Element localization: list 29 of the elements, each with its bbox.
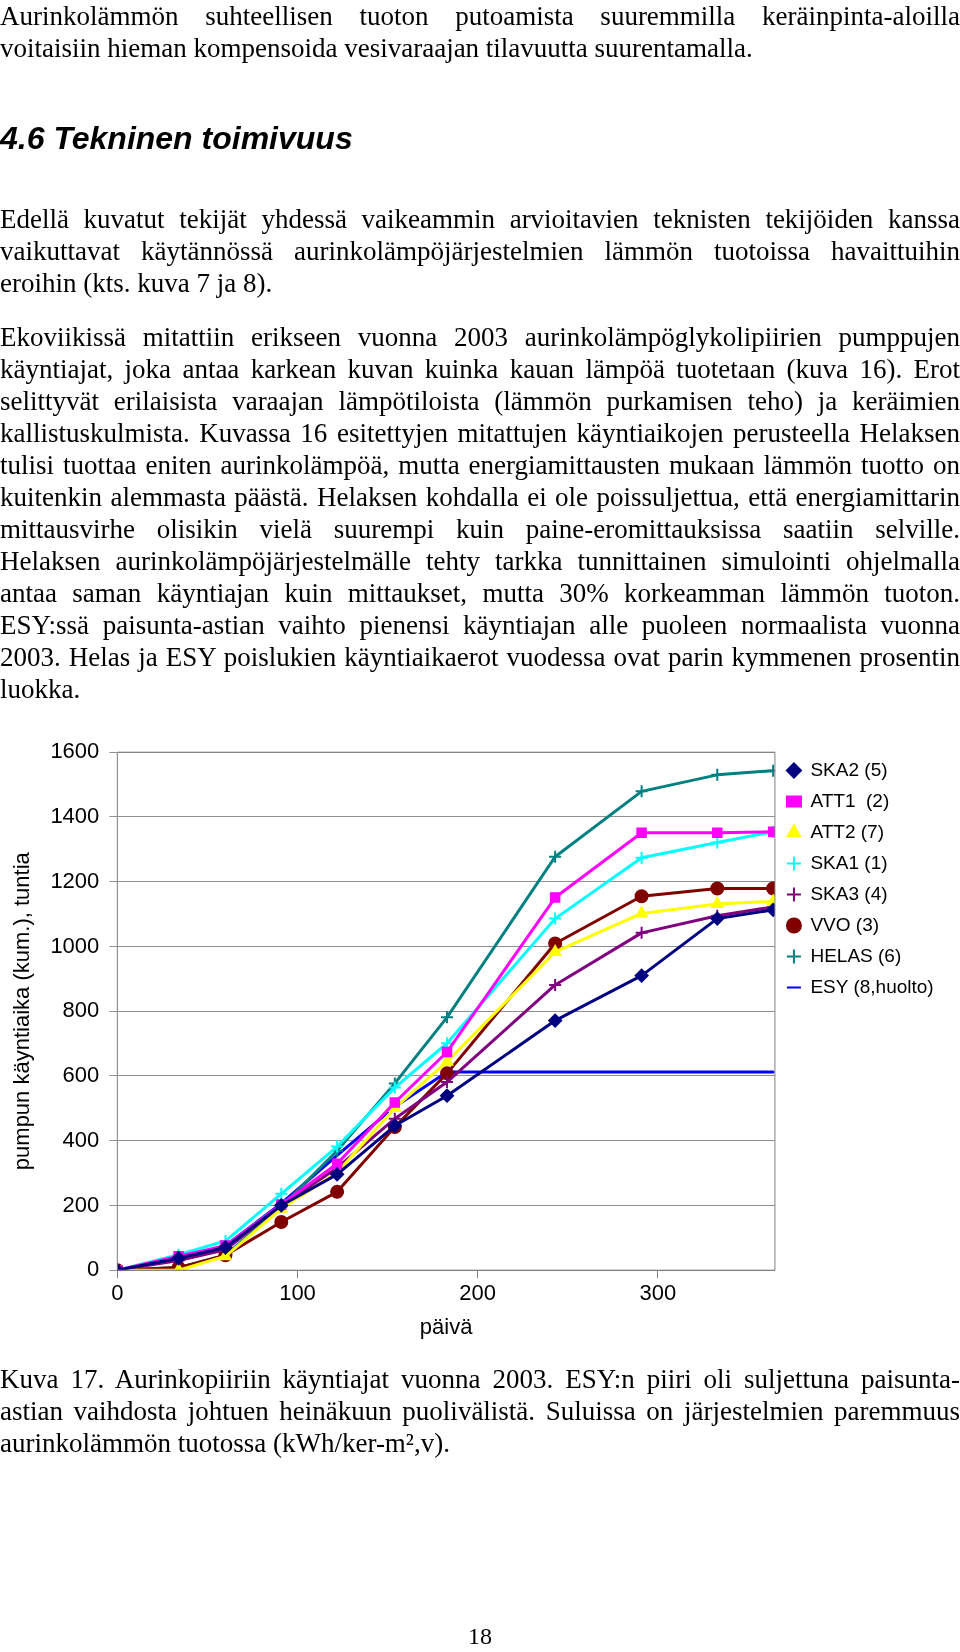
legend-label: ATT1 (2) [810, 789, 890, 811]
y-tick-label: 1000 [50, 932, 100, 958]
y-tick-label: 1200 [50, 867, 100, 893]
y-tick-label: 800 [62, 997, 100, 1023]
x-tick-label: 300 [639, 1280, 677, 1306]
legend-label: SKA1 (1) [810, 851, 888, 873]
legend-label: ATT2 (7) [810, 820, 884, 842]
x-axis-title: päivä [419, 1313, 474, 1339]
y-tick-label: 200 [62, 1191, 100, 1217]
text: 18 [467, 1622, 493, 1651]
legend-label: HELAS (6) [810, 944, 902, 966]
legend-label: VVO (3) [810, 913, 880, 935]
legend-label: ESY (8,huolto) [810, 975, 934, 997]
y-axis-title: pumpun käyntiaika (kum.), tuntia [9, 851, 35, 1171]
text: Ekoviikissä mitattiin erikseen vuonna 2003 aurinkolämpöglykolipiirien pumppujen käyntiajat, joka antaa karkean kuvan kuinka kauan lämpöä tuotetaan (kuva 16). Erot selittyvät erilaisista varaajan lämpötiloista (lämmön purkamisen teho) ja keräimien kallistuskulmista. Kuvassa 16 esitettyjen mitattujen käyntiaikojen perusteella Helaksen tulisi tuottaa eniten aurinkolämpöä, mutta energiamittausten mukaan lämmön tuotto on kuitenkin alemmasta päästä. Helaksen kohdalla ei ole poissuljettua, että energiamittarin mittausvirhe olisikin vielä suurempi kuin paine-eromittauksissa saatiin selville. Helaksen aurinkolämpöjärjestelmälle tehty tarkka tunnittainen simulointi ohjelmalla antaa saman käyntiajan kuin mittaukset, mutta 30% korkeamman lämmön tuoton. ESY:ssä paisunta-astian vaihto pienensi käyntiajan alle puoleen normaalista vuonna 2003. Helas ja ESY poislukien käyntiaikaerot vuodessa ovat parin kymmenen prosentin luokka. [0, 322, 960, 704]
x-tick-label: 0 [111, 1280, 124, 1306]
legend-label: SKA2 (5) [810, 758, 888, 780]
x-tick-label: 100 [279, 1280, 316, 1306]
x-tick-label: 200 [459, 1280, 497, 1306]
y-tick-label: 600 [62, 1062, 100, 1088]
chart-title: 4.6 Tekninen toimivuus [0, 120, 354, 157]
text: Aurinkolämmön suhteellisen tuoton putoamista suuremmilla keräinpinta-aloilla voitaisiin hieman kompensoida vesivaraajan tilavuutta suurentamalla. [0, 0, 960, 64]
y-tick-label: 1600 [50, 738, 100, 764]
y-tick-label: 400 [62, 1126, 100, 1152]
text: Kuva 17. Aurinkopiiriin käyntiajat vuonna 2003. ESY:n piiri oli suljettuna paisunta-astian vaihdosta johtuen heinäkuun puolivälistä. Suluissa on järjestelmien paremmuus aurinkolämmön tuotossa (kWh/ker-m²,v). [0, 1363, 960, 1459]
y-tick-label: 1400 [50, 803, 100, 829]
text: Edellä kuvatut tekijät yhdessä vaikeammin arvioitavien teknisten tekijöiden kanssa vaikuttavat käytännössä aurinkolämpöjärjestelmien lämmön tuotoissa havaittuihin eroihin (kts. kuva 7 ja 8). [0, 203, 960, 299]
legend-label: SKA3 (4) [810, 882, 888, 904]
y-tick-label: 0 [87, 1256, 100, 1282]
